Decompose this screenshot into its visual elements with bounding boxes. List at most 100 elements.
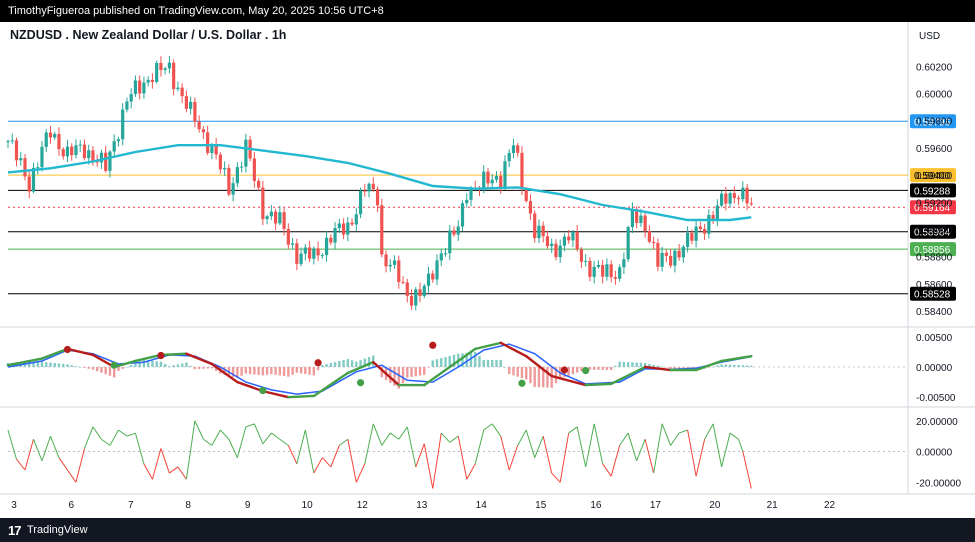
x-tick-label: 6 <box>69 500 75 511</box>
candle-body <box>613 277 618 279</box>
price-tick-label: 0.59200 <box>916 198 953 209</box>
osc-histogram-bar <box>210 366 214 369</box>
candle-body <box>741 187 745 200</box>
oscillator-panel[interactable] <box>6 341 908 399</box>
candle-body <box>630 208 634 228</box>
candle-body <box>422 285 426 296</box>
osc-cross-marker <box>63 345 72 354</box>
candle-body <box>439 253 443 261</box>
candle-body <box>503 161 507 188</box>
candle-body <box>448 230 452 254</box>
osc-histogram-bar <box>168 366 171 367</box>
momentum-segment <box>653 423 663 474</box>
candle-body <box>150 79 155 82</box>
osc-histogram-bar <box>486 359 490 367</box>
osc-histogram-bar <box>652 364 655 367</box>
last-price-tag <box>910 200 956 215</box>
candle-body <box>31 167 36 192</box>
osc-histogram-bar <box>261 366 265 376</box>
candle-body <box>558 245 562 258</box>
candle-body <box>375 189 380 206</box>
osc-histogram-bar <box>529 366 532 384</box>
price-tick-label: 0.59600 <box>916 144 953 155</box>
osc-histogram-bar <box>79 366 82 368</box>
momentum-segment <box>593 423 604 464</box>
osc-histogram-bar <box>626 362 630 367</box>
candle-body <box>316 248 320 256</box>
candle-body <box>673 250 677 266</box>
candle-body <box>635 208 639 223</box>
candle-body <box>516 145 520 153</box>
chart-svg[interactable]: 0.59796 0.59400 0.59288 0.58984 0.58856 0.585… <box>0 22 975 518</box>
osc-slow-segment <box>312 371 350 398</box>
osc-cross-marker <box>110 361 118 369</box>
osc-histogram-bar <box>282 366 286 377</box>
osc-histogram-bar <box>414 366 417 377</box>
momentum-segment <box>271 432 281 440</box>
x-tick-label: 9 <box>245 500 251 511</box>
momentum-segment <box>559 432 570 483</box>
osc-cross-marker <box>356 379 365 387</box>
momentum-segment <box>169 466 179 474</box>
osc-histogram-bar <box>270 366 273 375</box>
osc-histogram-bar <box>609 366 613 370</box>
price-tick-label: 0.59800 <box>916 117 953 128</box>
momentum-segment <box>423 443 434 489</box>
candle-body <box>138 80 142 94</box>
candle-body <box>550 243 554 247</box>
osc-histogram-bar <box>321 365 324 367</box>
candle-body <box>269 211 273 217</box>
momentum-segment <box>602 463 612 477</box>
candle-body <box>44 132 48 147</box>
osc-histogram-bar <box>716 365 719 367</box>
momentum-segment <box>287 445 298 465</box>
osc-slow-segment <box>40 347 69 360</box>
momentum-segment <box>7 429 17 460</box>
candle-body <box>290 243 295 245</box>
price-tick-label: 0.58400 <box>916 307 953 318</box>
candle-body <box>82 144 87 159</box>
osc-slow-segment <box>550 374 587 387</box>
chart-frame[interactable]: 0.59796 0.59400 0.59288 0.58984 0.58856 0.585… <box>0 22 975 518</box>
candle-body <box>70 146 74 156</box>
osc-histogram-bar <box>325 364 328 367</box>
momentum-panel[interactable] <box>7 420 908 489</box>
osc-histogram-bar <box>482 359 485 367</box>
osc-histogram-bar <box>240 366 243 376</box>
candle-body <box>656 243 660 267</box>
candle-body <box>265 216 269 220</box>
candle-body <box>91 150 95 161</box>
candle-body <box>669 255 673 266</box>
momentum-segment <box>568 426 578 434</box>
osc-histogram-bar <box>32 362 35 367</box>
momentum-segment <box>75 448 85 483</box>
osc-histogram-bar <box>66 364 69 367</box>
moving-average-line <box>7 144 752 222</box>
osc-histogram-bar <box>575 366 579 373</box>
osc-histogram-bar <box>533 366 536 387</box>
osc-histogram-bar <box>618 361 621 367</box>
osc-histogram-bar <box>516 366 519 377</box>
candle-body <box>346 222 350 235</box>
osc-histogram-bar <box>423 366 426 375</box>
x-tick-label: 8 <box>185 500 191 511</box>
osc-histogram-bar <box>410 366 413 377</box>
osc-histogram-bar <box>253 366 256 375</box>
osc-histogram-bar <box>520 366 524 379</box>
osc-histogram-bar <box>359 360 362 367</box>
osc-histogram-bar <box>643 363 647 367</box>
osc-histogram-bar <box>508 366 511 375</box>
osc-histogram-bar <box>117 366 120 371</box>
momentum-segment <box>177 466 187 480</box>
momentum-segment <box>33 439 43 461</box>
osc-histogram-bar <box>146 360 150 367</box>
candle-body <box>397 260 401 283</box>
publisher-bar: TimothyFigueroa published on TradingView… <box>0 0 975 22</box>
candle-body <box>48 132 53 138</box>
momentum-segment <box>483 423 493 431</box>
price-panel[interactable] <box>6 55 753 311</box>
osc-slow-segment <box>210 362 239 384</box>
osc-histogram-bar <box>614 365 617 367</box>
candle-body <box>639 215 643 223</box>
momentum-segment <box>364 423 374 464</box>
